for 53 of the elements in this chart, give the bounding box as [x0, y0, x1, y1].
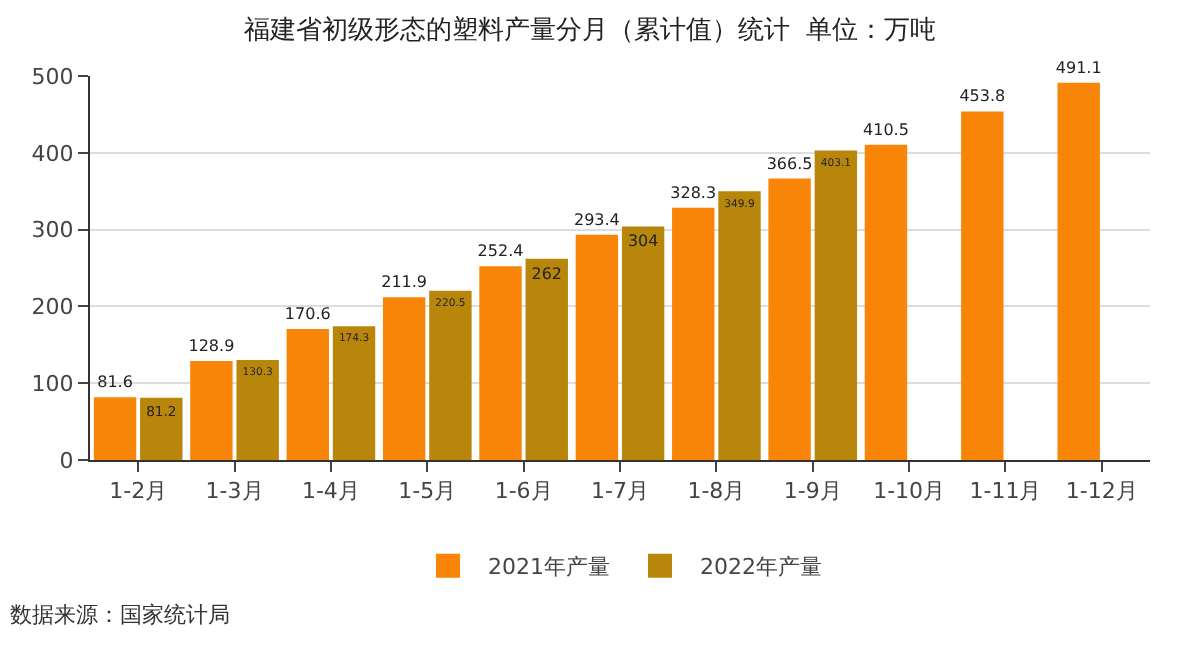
bar: [140, 397, 183, 460]
bar: [1057, 82, 1100, 460]
bar: [332, 326, 376, 460]
y-tick-label: 0: [59, 447, 74, 474]
data-label: 262: [531, 264, 562, 283]
bar: [93, 397, 137, 460]
x-tick-label: 1-5月: [398, 478, 457, 505]
x-tick-label: 1-6月: [494, 478, 553, 505]
bar: [236, 359, 279, 460]
y-tick-label: 500: [31, 63, 74, 90]
legend-label: 2022年产量: [700, 554, 822, 581]
data-label: 293.4: [573, 210, 620, 229]
bar: [768, 178, 811, 460]
bar: [575, 234, 619, 460]
data-label: 252.4: [477, 242, 524, 261]
data-label: 453.8: [959, 87, 1006, 106]
y-tick-label: 300: [31, 217, 74, 244]
chart-title: 福建省初级形态的塑料产量分月（累计值）统计 单位：万吨: [243, 14, 937, 46]
y-tick-label: 100: [31, 370, 74, 397]
x-tick-label: 1-12月: [1065, 478, 1138, 505]
bar: [382, 297, 426, 460]
bar: [286, 328, 329, 460]
data-label: 491.1: [1055, 58, 1102, 77]
x-tick-label: 1-3月: [205, 478, 264, 505]
x-tick-label: 1-9月: [783, 478, 842, 505]
y-tick-label: 400: [31, 140, 74, 167]
bar: [718, 191, 761, 460]
data-label: 410.5: [863, 120, 909, 139]
bar: [672, 207, 715, 460]
data-label: 304: [627, 232, 659, 251]
bar: [525, 258, 568, 460]
x-tick-label: 1-8月: [687, 478, 746, 505]
x-tick-label: 1-10月: [873, 478, 946, 505]
data-label: 128.9: [188, 337, 235, 355]
bar: [814, 150, 858, 460]
x-tick-label: 1-2月: [109, 478, 168, 505]
x-tick-label: 1-7月: [591, 478, 649, 505]
bar: [864, 144, 908, 460]
x-tick-label: 1-11月: [969, 478, 1042, 505]
y-tick-label: 200: [31, 294, 74, 321]
x-tick-label: 1-4月: [301, 478, 360, 505]
bar: [429, 290, 472, 460]
bar: [961, 111, 1004, 460]
data-label: 170.6: [284, 304, 331, 323]
bar: [621, 226, 665, 460]
legend-label: 2021年产量: [488, 554, 610, 581]
data-label: 81.6: [97, 373, 133, 392]
data-label: 366.5: [766, 154, 813, 173]
data-label: 328.3: [670, 183, 717, 202]
bar: [479, 266, 522, 460]
bar: [190, 361, 233, 460]
source-note: 数据来源：国家统计局: [10, 602, 230, 628]
data-label: 211.9: [381, 273, 428, 292]
